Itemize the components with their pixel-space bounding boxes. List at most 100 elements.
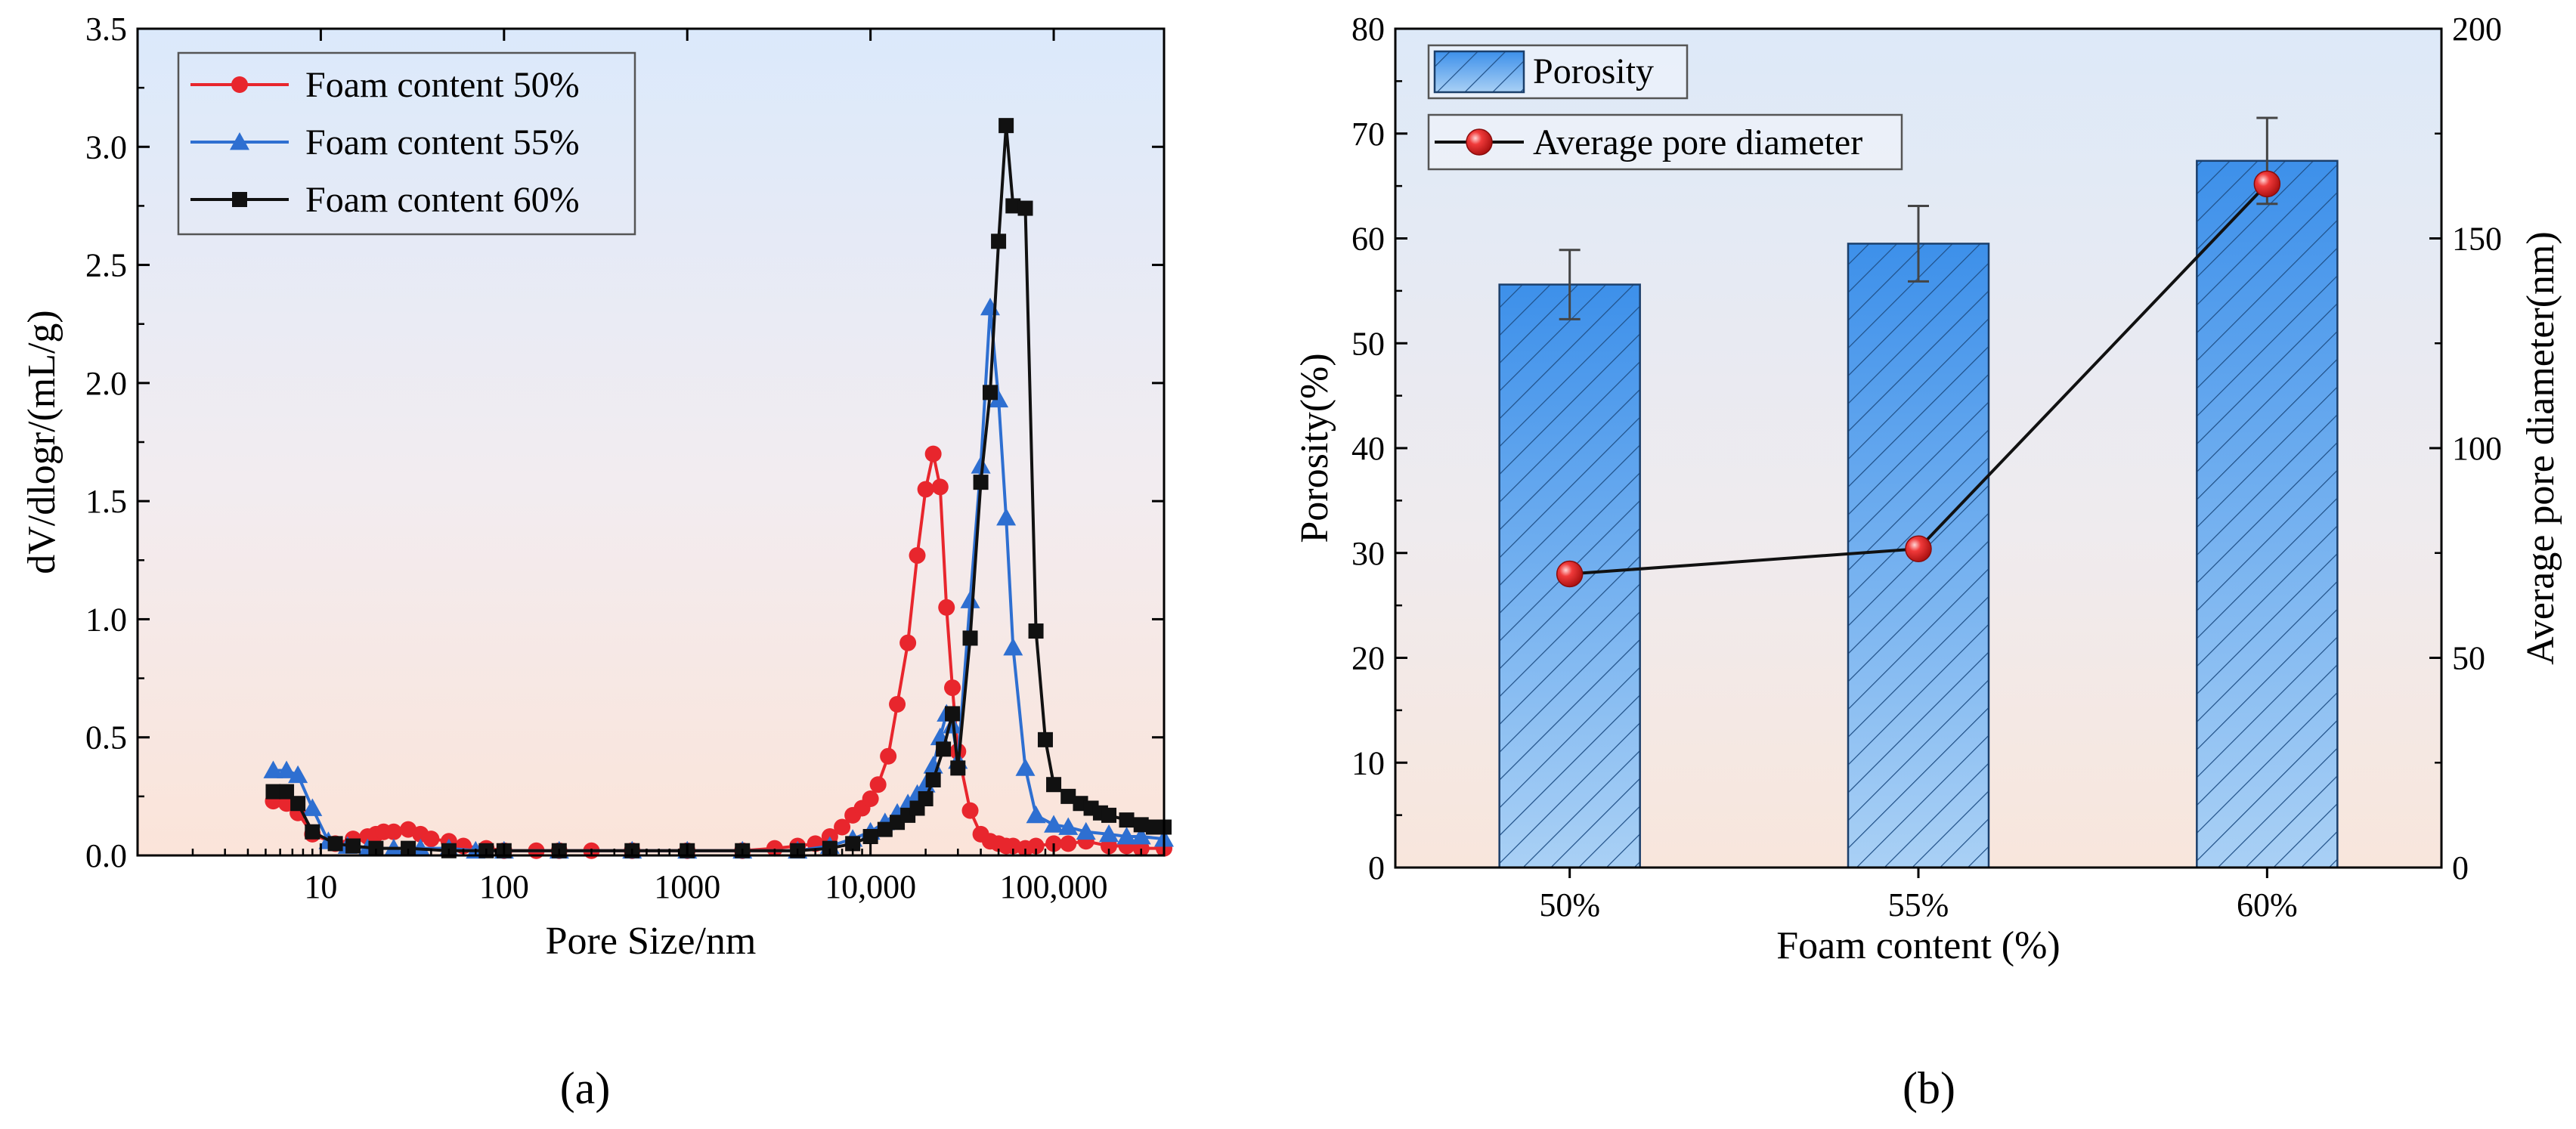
panel-b-y-axis-title: Porosity(%) <box>1293 353 1336 543</box>
panel-a-point-2-34 <box>989 389 1009 408</box>
panel-a-legend-label-1: Foam content 50% <box>305 65 580 105</box>
panel-a-point-2-35 <box>996 508 1017 526</box>
panel-a-legend-marker-1 <box>231 76 248 93</box>
panel-b-legend-items: Porosity Average pore diameter <box>1427 44 1903 171</box>
panel-a-y-axis-title: dV/dlogr/(mL/g) <box>20 310 63 574</box>
panel-a-point-3-1 <box>265 784 281 800</box>
panel-a-legend-item-2: Foam content 55% <box>190 122 580 162</box>
panel-a-legend-item-3: Foam content 60% <box>190 180 580 220</box>
panel-a-x-tick-label: 10 <box>304 868 337 905</box>
panel-b-y-right-tick-label: 200 <box>2452 11 2502 48</box>
panel-a-legend-label-3: Foam content 60% <box>305 180 580 220</box>
panel-a-point-2-39 <box>1044 815 1064 833</box>
panel-a-point-3-4 <box>305 824 320 840</box>
panel-a-y-tick-label: 0.5 <box>85 719 127 756</box>
panel-a-point-1-37 <box>917 481 934 498</box>
panel-a-point-3-18 <box>845 836 861 852</box>
panel-a-point-1-34 <box>889 695 906 713</box>
panel-a-y-tick-label: 3.5 <box>85 11 127 48</box>
panel-a-legend-marker-2 <box>230 132 249 150</box>
panel-a-series-group <box>263 118 1174 859</box>
panel-a-x-tick-label: 100,000 <box>1000 868 1108 905</box>
panel-a-legend-label-2: Foam content 55% <box>305 122 580 162</box>
panel-b-legend-label-diameter: Average pore diameter <box>1533 122 1862 162</box>
panel-b-bar-hatch-3 <box>2196 159 2339 869</box>
panel-b-legend: Porosity Average pore diameter <box>1427 44 1903 171</box>
panel-a-point-2-38 <box>1026 805 1046 824</box>
panel-b-y-right-tick-label: 50 <box>2452 640 2485 677</box>
panel-a-point-3-20 <box>877 821 893 837</box>
panel-b-bar-group-1 <box>1498 249 1641 869</box>
panel-b-bar-chart: 0 10 20 30 40 50 60 70 80 0 50 100 150 200 50% 55% 60% P… <box>1293 11 2562 1113</box>
panel-b-y-tick-label: 60 <box>1351 221 1385 258</box>
panel-a-point-3-33 <box>999 118 1014 134</box>
panel-a-y-tick-label: 2.5 <box>85 247 127 284</box>
panel-a-plot-background <box>138 29 1164 855</box>
panel-a-axes: 0.0 0.5 1.0 1.5 2.0 2.5 3.0 3.5 10 100 1000 10,000 1… <box>85 11 1164 905</box>
panel-a-y-tick-label: 1.5 <box>85 483 127 520</box>
panel-a-point-2-41 <box>1076 821 1096 840</box>
panel-a-point-2-40 <box>1058 817 1079 835</box>
panel-a-point-3-6 <box>345 838 361 854</box>
panel-a-point-3-25 <box>925 772 941 787</box>
panel-a-point-2-32 <box>971 456 991 474</box>
panel-a-point-1-36 <box>909 547 926 564</box>
panel-a-point-1-32 <box>869 776 887 793</box>
panel-a-point-3-19 <box>862 828 878 844</box>
panel-b-y-tick-label: 0 <box>1368 849 1385 886</box>
panel-a-point-3-17 <box>822 840 838 856</box>
panel-a-point-1-33 <box>880 747 897 765</box>
panel-a-label: (a) <box>560 1063 611 1113</box>
panel-a-series-3 <box>265 118 1172 858</box>
panel-a-point-1-24 <box>766 840 783 857</box>
panel-a-point-2-37 <box>1015 758 1036 776</box>
panel-a-point-2-36 <box>1003 637 1023 656</box>
panel-b-y-right-tick-label: 0 <box>2452 849 2469 886</box>
panel-a-x-tick-label: 10,000 <box>825 868 916 905</box>
panel-a-point-3-45 <box>1133 817 1149 833</box>
panel-a-y-tick-label: 0.0 <box>85 837 127 874</box>
panel-a-point-1-31 <box>862 790 879 807</box>
panel-a-point-3-37 <box>1037 732 1053 747</box>
panel-a-x-tick-label: 1000 <box>654 868 720 905</box>
panel-b-y-right-tick-label: 150 <box>2452 221 2502 258</box>
panel-a-point-2-44 <box>1131 826 1151 845</box>
panel-b-y-tick-label: 10 <box>1351 744 1385 781</box>
panel-a-point-1-39 <box>931 478 949 496</box>
panel-b-legend-item-porosity: Porosity <box>1427 44 1689 100</box>
panel-a-legend-box <box>177 51 636 236</box>
panel-a-point-3-28 <box>950 760 966 776</box>
panel-a-point-3-31 <box>982 385 998 401</box>
panel-a-point-3-27 <box>945 706 961 722</box>
panel-a-point-3-2 <box>279 784 295 800</box>
panel-b-legend-item-diameter: Average pore diameter <box>1427 113 1903 171</box>
panel-a-point-3-44 <box>1119 812 1135 828</box>
panel-b-diameter-point-3 <box>2253 170 2281 198</box>
panel-a-point-3-3 <box>290 796 306 812</box>
panel-b-y-right-tick-label: 100 <box>2452 430 2502 467</box>
panel-a-point-2-1 <box>263 760 283 778</box>
panel-a-point-3-29 <box>962 630 978 646</box>
panel-a-point-3-7 <box>368 840 384 856</box>
panel-a-point-3-38 <box>1046 777 1062 793</box>
panel-b-x-axis-title: Foam content (%) <box>1776 924 2060 967</box>
panel-b-x-tick-label-2: 55% <box>1888 886 1949 923</box>
panel-a-point-1-28 <box>834 818 851 836</box>
panel-b-y-tick-label: 50 <box>1351 325 1385 362</box>
panel-b-axes: 0 10 20 30 40 50 60 70 80 0 50 100 150 200 50% 55% 60% <box>1351 11 2502 923</box>
panel-a-y-tick-label: 1.0 <box>85 601 127 638</box>
panel-a-legend-items: Foam content 50% Foam content 55% Foam con… <box>190 65 580 220</box>
panel-a-point-1-40 <box>938 599 955 616</box>
panel-a-point-1-38 <box>924 445 942 462</box>
panel-b-line-group <box>1556 170 2281 588</box>
panel-b-legend-marker <box>1466 128 1493 156</box>
panel-b-diameter-point-1 <box>1556 560 1584 588</box>
panel-a-y-tick-label: 3.0 <box>85 128 127 165</box>
panel-a-point-3-26 <box>936 741 952 757</box>
panel-a-y-tick-label: 2.0 <box>85 365 127 402</box>
panel-b-legend-swatch <box>1433 50 1525 94</box>
panel-a-x-tick-label: 100 <box>479 868 529 905</box>
panel-b-y-tick-label: 80 <box>1351 11 1385 48</box>
panel-a-point-3-30 <box>973 475 989 490</box>
